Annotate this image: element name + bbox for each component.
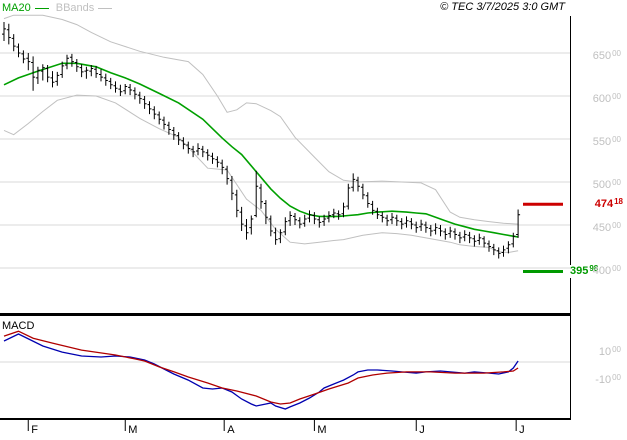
level-lines — [523, 202, 563, 273]
macd-tick-label: -1000 — [595, 373, 621, 386]
price-tick-label: 55000 — [592, 135, 621, 148]
month-label: F — [31, 424, 38, 436]
month-label: J — [419, 424, 425, 436]
red-level-label: 47418 — [573, 197, 623, 211]
month-label: J — [519, 424, 525, 436]
macd-tick-label: 1000 — [598, 345, 621, 358]
price-tick-label: 65000 — [592, 49, 621, 62]
copyright-text: © TEC 3/7/2025 3:0 GMT — [440, 1, 565, 13]
green-level-main: 395 — [570, 265, 589, 278]
macd-panel — [0, 330, 570, 410]
price-tick-label: 45000 — [592, 221, 621, 234]
ma20-legend-label: MA20 — [2, 2, 31, 14]
panel-separator — [0, 313, 570, 316]
macd-panel-label: MACD — [2, 320, 35, 332]
red-level-main: 474 — [594, 198, 614, 211]
bb-upper-line — [3, 14, 519, 225]
price-gridlines — [0, 52, 570, 269]
bbands-legend-label: BBands — [55, 2, 95, 14]
macd-series-MACD — [3, 333, 519, 410]
bollinger-bands — [3, 14, 519, 254]
macd-series-signal — [3, 330, 519, 405]
candles — [2, 22, 521, 259]
bb-lower-line — [3, 94, 519, 254]
price-tick-label: 60000 — [592, 92, 621, 105]
legend: MA20 BBands — [2, 2, 119, 14]
month-label: A — [227, 424, 235, 436]
green-level-sup: 98 — [589, 264, 599, 274]
bbands-legend-dash — [98, 7, 113, 9]
price-tick-label: 50000 — [592, 178, 621, 191]
month-label: M — [128, 424, 138, 436]
month-label: M — [317, 424, 327, 436]
red-level-sup: 18 — [614, 197, 623, 207]
price-tick-label: 40000 — [592, 264, 621, 277]
ma20-legend-dash — [34, 7, 49, 9]
green-level-label: 39598 — [570, 264, 599, 279]
chart-frame — [0, 16, 571, 431]
ohlc-bars-path — [2, 22, 521, 259]
